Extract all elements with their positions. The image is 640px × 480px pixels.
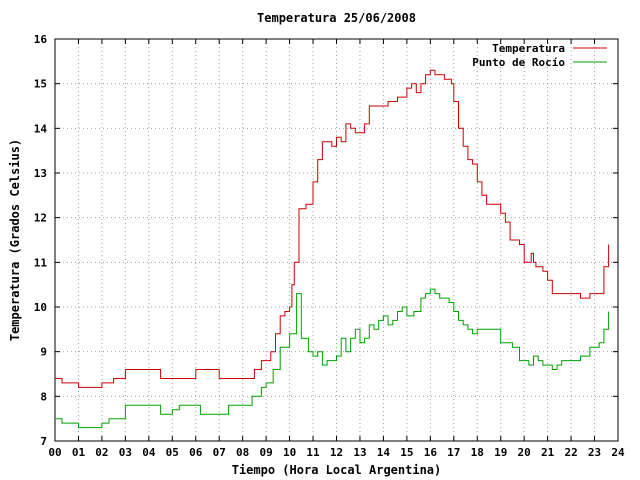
series-line-punto-de-rocio [55,288,610,429]
legend-label-punto-de-rocio: Punto de Rocío [472,56,565,69]
x-tick-label: 13 [353,446,366,459]
x-tick-label: 04 [142,446,156,459]
x-tick-label: 09 [260,446,273,459]
x-tick-label: 10 [283,446,296,459]
y-tick-label: 8 [40,390,47,403]
x-tick-label: 24 [611,446,625,459]
y-tick-label: 13 [34,167,47,180]
x-tick-label: 23 [588,446,601,459]
y-tick-label: 14 [34,122,48,135]
x-axis-label: Tiempo (Hora Local Argentina) [232,463,442,477]
x-tick-label: 12 [330,446,343,459]
x-tick-label: 07 [213,446,226,459]
y-tick-label: 16 [34,33,48,46]
y-axis-label: Temperatura (Grados Celsius) [8,139,22,341]
x-tick-label: 19 [494,446,507,459]
x-tick-label: 01 [72,446,86,459]
x-tick-label: 20 [518,446,531,459]
y-tick-label: 11 [34,256,48,269]
x-tick-label: 15 [400,446,413,459]
x-tick-label: 22 [564,446,577,459]
x-tick-label: 08 [236,446,249,459]
legend-label-temperatura: Temperatura [492,42,565,55]
y-tick-label: 15 [34,78,47,91]
x-tick-label: 06 [189,446,203,459]
x-tick-label: 14 [377,446,391,459]
x-tick-label: 21 [541,446,555,459]
x-tick-label: 16 [424,446,438,459]
series [55,69,610,429]
chart-title: Temperatura 25/06/2008 [257,11,416,25]
x-tick-label: 02 [95,446,108,459]
x-tick-label: 11 [306,446,320,459]
x-tick-label: 17 [447,446,460,459]
x-tick-label: 00 [48,446,61,459]
legend: Temperatura Punto de Rocío [472,42,607,69]
x-tick-label: 05 [166,446,179,459]
y-tick-label: 10 [34,301,47,314]
y-tick-label: 12 [34,212,47,225]
axis-ticks: 00 01 02 03 04 05 06 07 08 09 10 11 12 13 14 15 16 17 18 19… [34,33,625,459]
y-tick-label: 9 [40,346,47,359]
x-tick-label: 03 [119,446,132,459]
x-tick-label: 18 [471,446,484,459]
grid [55,39,618,441]
series-line-temperatura [55,69,610,388]
y-tick-label: 7 [40,435,47,448]
